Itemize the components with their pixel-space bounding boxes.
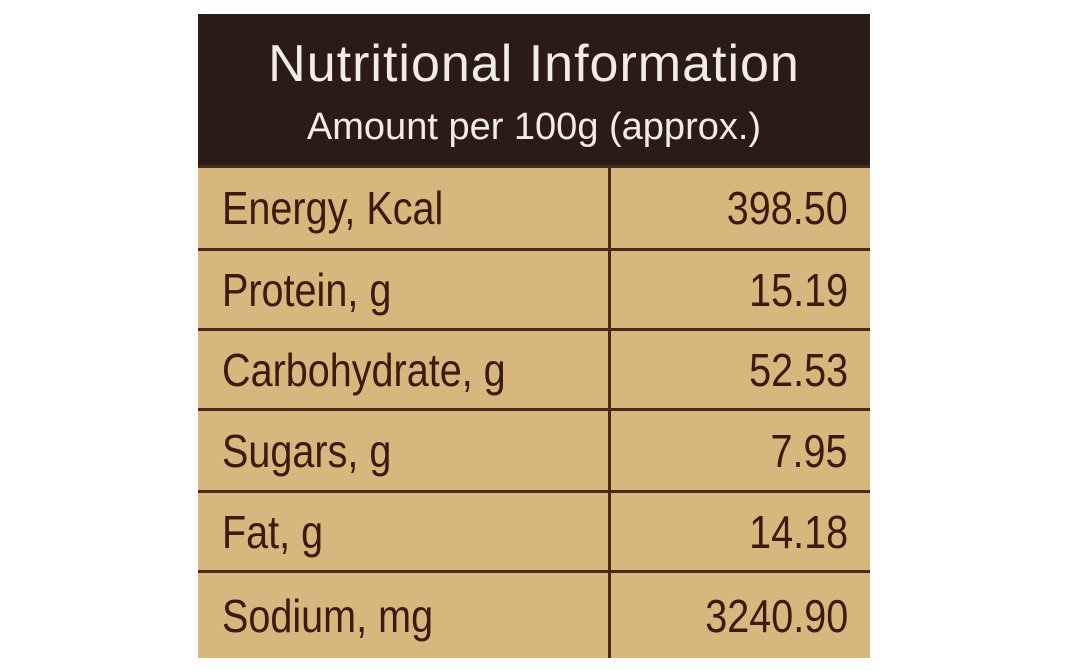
table-row: Carbohydrate, g 52.53: [198, 328, 870, 408]
nutrient-name: Carbohydrate, g: [222, 343, 506, 396]
nutrient-value: 3240.90: [704, 589, 848, 642]
nutrition-label: Nutritional Information Amount per 100g …: [198, 14, 870, 658]
table-row: Fat, g 14.18: [198, 490, 870, 570]
nutrient-name: Sugars, g: [222, 424, 392, 477]
table-row: Sodium, mg 3240.90: [198, 570, 870, 658]
title: Nutritional Information: [268, 35, 800, 93]
nutrient-name: Sodium, mg: [222, 589, 434, 642]
nutrient-value: 15.19: [748, 263, 848, 316]
table-row: Energy, Kcal 398.50: [198, 165, 870, 248]
nutrient-value: 14.18: [748, 505, 848, 558]
nutrient-name: Energy, Kcal: [222, 182, 444, 234]
nutrient-name: Protein, g: [222, 263, 392, 316]
table-row: Protein, g 15.19: [198, 248, 870, 328]
table-row: Sugars, g 7.95: [198, 408, 870, 490]
column-divider: [608, 165, 611, 658]
nutrient-value: 7.95: [771, 424, 848, 477]
nutrient-value: 398.50: [726, 182, 848, 234]
header: Nutritional Information Amount per 100g …: [198, 14, 870, 165]
nutrient-value: 52.53: [748, 343, 848, 396]
nutrient-name: Fat, g: [222, 505, 324, 558]
subtitle: Amount per 100g (approx.): [306, 106, 762, 148]
